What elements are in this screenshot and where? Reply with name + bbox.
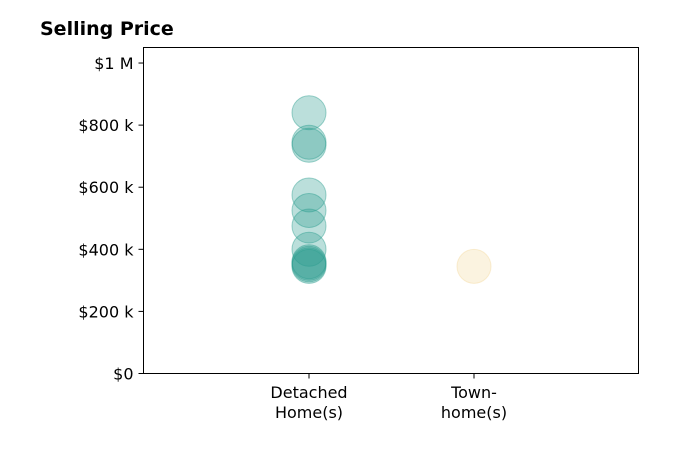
chart-title: Selling Price	[40, 18, 174, 40]
y-tick-label: $800 k	[78, 116, 134, 135]
data-point	[291, 193, 327, 228]
data-point	[291, 95, 327, 131]
data-point	[291, 124, 327, 160]
data-point	[291, 208, 327, 244]
y-tick-label: $1 M	[94, 54, 133, 73]
data-point	[291, 127, 327, 163]
data-point	[291, 177, 327, 213]
x-tick-label: Home(s)	[275, 403, 343, 422]
data-point	[291, 231, 327, 267]
y-tick-label: $400 k	[78, 240, 134, 259]
x-tick-label: Town-	[450, 383, 497, 402]
data-point	[456, 248, 492, 284]
plot-area-frame	[143, 47, 639, 374]
y-axis: $0 $200 k $400 k $600 k $800 k $1 M	[78, 54, 144, 384]
data-point	[291, 248, 327, 284]
y-tick-label: $200 k	[78, 302, 134, 321]
data-point	[291, 247, 327, 283]
x-tick-label: Detached	[270, 383, 347, 402]
x-tick-label: home(s)	[441, 403, 507, 422]
data-point	[291, 245, 327, 281]
y-tick-label: $600 k	[78, 178, 134, 197]
y-tick-label: $0	[113, 365, 133, 384]
data-point	[291, 244, 327, 280]
data-points	[291, 95, 492, 284]
